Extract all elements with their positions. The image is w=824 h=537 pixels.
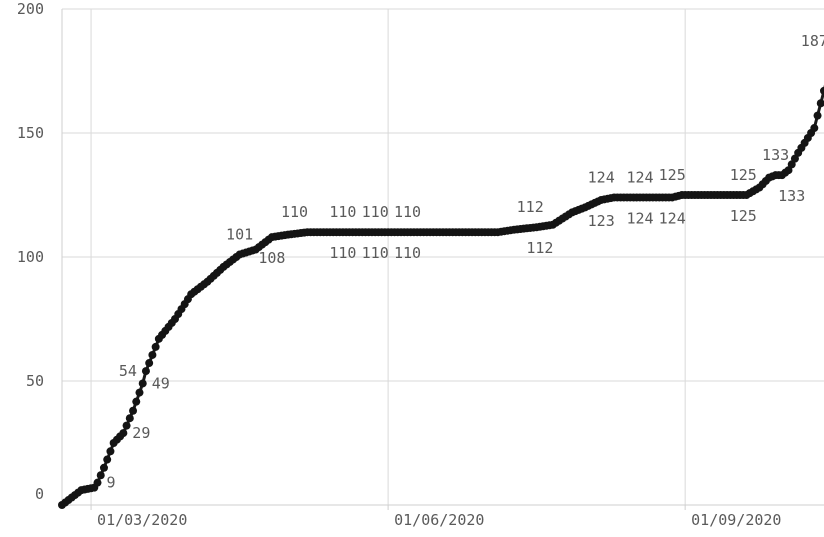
data-label: 110 xyxy=(394,203,421,221)
series-line xyxy=(61,84,824,507)
data-label: 110 xyxy=(329,203,356,221)
data-point xyxy=(99,463,108,472)
data-point xyxy=(816,99,824,108)
data-point xyxy=(820,86,824,95)
data-label: 124 xyxy=(659,210,686,228)
data-point xyxy=(145,359,154,368)
gridlines xyxy=(62,8,824,505)
data-label: 123 xyxy=(588,212,615,230)
data-point xyxy=(129,406,138,415)
data-point xyxy=(119,429,128,438)
data-label: 110 xyxy=(362,203,389,221)
data-label: 112 xyxy=(517,198,544,216)
data-label: 124 xyxy=(626,169,653,187)
data-labels: 9 29 49 54 101 108 110 110 110 110 110 110 110 112 112… xyxy=(107,32,824,492)
data-point xyxy=(106,447,115,456)
data-label: 49 xyxy=(152,375,170,393)
y-tick-label: 50 xyxy=(26,372,44,390)
data-point xyxy=(810,124,819,133)
data-label: 125 xyxy=(659,166,686,184)
data-label: 101 xyxy=(226,226,253,244)
data-label: 110 xyxy=(394,244,421,262)
data-point xyxy=(813,111,822,120)
data-label: 9 xyxy=(107,474,116,492)
data-label: 124 xyxy=(588,169,615,187)
y-tick-label: 100 xyxy=(17,248,44,266)
data-point xyxy=(93,478,102,487)
y-axis-ticks: 0 50 100 150 200 xyxy=(17,0,44,503)
axes xyxy=(61,9,824,506)
data-label: 110 xyxy=(281,203,308,221)
y-tick-label: 0 xyxy=(35,485,44,503)
data-label: 112 xyxy=(526,239,553,257)
data-label: 133 xyxy=(778,187,805,205)
data-label: 133 xyxy=(762,146,789,164)
data-point xyxy=(132,397,141,406)
data-label: 54 xyxy=(119,362,137,380)
data-label: 110 xyxy=(329,244,356,262)
data-point xyxy=(151,342,160,351)
data-point xyxy=(148,350,157,359)
data-point xyxy=(125,414,134,423)
data-label: 124 xyxy=(626,210,653,228)
x-tick-label: 01/09/2020 xyxy=(691,511,781,529)
data-point xyxy=(103,455,112,464)
data-point xyxy=(122,421,131,430)
data-label: 125 xyxy=(730,207,757,225)
y-tick-label: 150 xyxy=(17,124,44,142)
data-label: 110 xyxy=(362,244,389,262)
data-point xyxy=(138,379,147,388)
data-point xyxy=(135,388,144,397)
x-axis-ticks: 01/03/2020 01/06/2020 01/09/2020 xyxy=(90,505,781,529)
data-label: 29 xyxy=(132,424,150,442)
data-label: 125 xyxy=(730,166,757,184)
data-series xyxy=(58,84,824,509)
x-tick-label: 01/03/2020 xyxy=(97,511,187,529)
data-point xyxy=(141,367,150,376)
data-label: 187 xyxy=(801,32,824,50)
y-tick-label: 200 xyxy=(17,0,44,18)
data-point xyxy=(96,471,105,480)
data-label: 108 xyxy=(258,249,285,267)
x-tick-label: 01/06/2020 xyxy=(394,511,484,529)
